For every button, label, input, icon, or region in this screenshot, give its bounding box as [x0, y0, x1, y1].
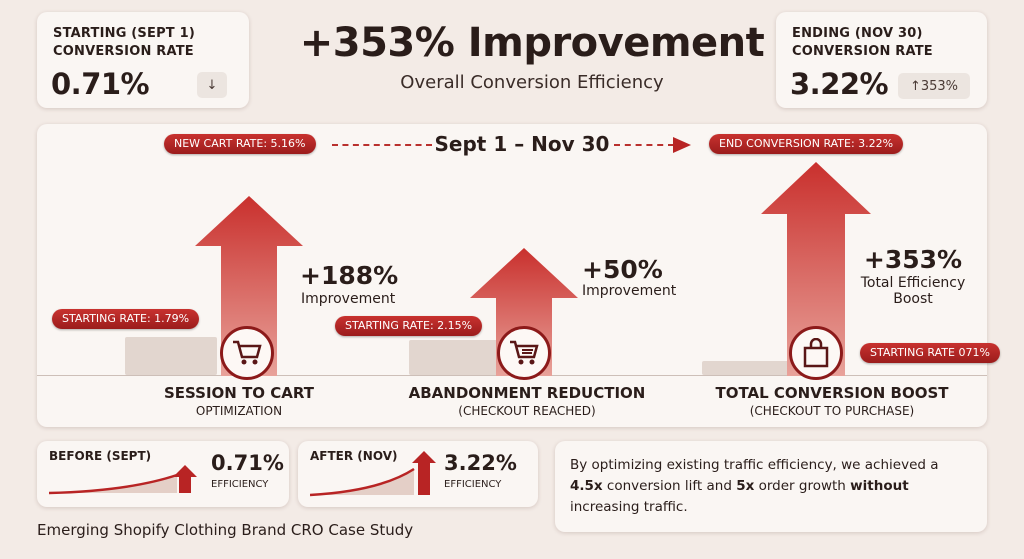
- summary-line3: increasing traffic.: [570, 499, 688, 515]
- after-value: 3.22%: [444, 451, 517, 475]
- before-label: BEFORE (SEPT): [49, 449, 152, 463]
- step3-description-line1: Total Efficiency: [860, 275, 966, 291]
- before-trend-graphic: [49, 465, 197, 495]
- footer-caption: Emerging Shopify Clothing Brand CRO Case…: [37, 521, 414, 539]
- page-title: +353% Improvement: [299, 20, 765, 66]
- step2-title: ABANDONMENT REDUCTION: [408, 384, 646, 402]
- after-trend-graphic: [310, 451, 436, 497]
- summary-mid1: conversion lift and: [602, 478, 737, 494]
- starting-value: 0.71%: [51, 67, 150, 101]
- step1-subtitle: OPTIMIZATION: [195, 404, 283, 418]
- ending-label-line2: CONVERSION RATE: [792, 44, 933, 59]
- summary-mid2: order growth: [754, 478, 851, 494]
- arrow-down-icon: ↓: [197, 72, 227, 98]
- step1-starting-rate-pill: STARTING RATE: 1.79%: [52, 309, 200, 329]
- arrow-up-percent-badge: ↑353%: [898, 73, 970, 99]
- summary-bold-without: without: [850, 478, 909, 494]
- summary-bold-lift: 4.5x: [570, 478, 603, 494]
- ending-value: 3.22%: [790, 67, 889, 101]
- ending-label-line1: ENDING (NOV 30): [792, 26, 923, 41]
- starting-conversion-card: STARTING (SEPT 1) CONVERSION RATE 0.71% …: [37, 12, 249, 108]
- step1-description: Improvement: [301, 291, 396, 307]
- page-subtitle: Overall Conversion Efficiency: [400, 72, 664, 93]
- step2-starting-rate-pill: STARTING RATE: 2.15%: [335, 316, 483, 336]
- summary-card: By optimizing existing traffic efficienc…: [555, 441, 987, 532]
- step1-percent: +188%: [300, 261, 399, 290]
- step1-base-bar: [125, 337, 217, 375]
- step1-growth-arrow: [195, 196, 303, 376]
- step1-title: SESSION TO CART: [163, 384, 315, 402]
- timeline-dash-left: [332, 144, 432, 146]
- shopping-bag-icon: [789, 326, 843, 380]
- step2-base-bar: [409, 340, 501, 375]
- step3-subtitle: (CHECKOUT TO PURCHASE): [749, 404, 915, 418]
- ending-conversion-card: ENDING (NOV 30) CONVERSION RATE 3.22% ↑3…: [776, 12, 987, 108]
- new-cart-rate-pill: NEW CART RATE: 5.16%: [164, 134, 316, 154]
- checkout-cart-icon: [497, 326, 551, 380]
- step3-percent: +353%: [863, 245, 963, 274]
- step2-description: Improvement: [582, 283, 677, 299]
- timeline-range: Sept 1 – Nov 30: [434, 132, 610, 156]
- after-unit: EFFICIENCY: [444, 479, 502, 490]
- before-card: BEFORE (SEPT) 0.71% EFFICIENCY: [37, 441, 289, 507]
- shopping-cart-icon: [220, 326, 274, 380]
- summary-text: By optimizing existing traffic efficienc…: [570, 455, 980, 518]
- after-card: AFTER (NOV) 3.22% EFFICIENCY: [298, 441, 538, 507]
- starting-label-line2: CONVERSION RATE: [53, 44, 194, 59]
- timeline-dash-right: [614, 144, 674, 146]
- summary-line2: 4.5x conversion lift and 5x order growth…: [570, 476, 980, 497]
- end-conversion-rate-pill: END CONVERSION RATE: 3.22%: [709, 134, 904, 154]
- step3-growth-arrow: [761, 162, 871, 376]
- before-unit: EFFICIENCY: [211, 479, 269, 490]
- main-panel: NEW CART RATE: 5.16% Sept 1 – Nov 30 END…: [37, 124, 1000, 427]
- before-value: 0.71%: [211, 451, 284, 475]
- step3-starting-rate-pill: STARTING RATE 071%: [860, 343, 1000, 363]
- step2-percent: +50%: [582, 255, 663, 284]
- step3-base-bar: [702, 361, 794, 375]
- summary-bold-orders: 5x: [736, 478, 755, 494]
- after-label: AFTER (NOV): [310, 449, 398, 463]
- summary-line1: By optimizing existing traffic efficienc…: [570, 457, 939, 473]
- step3-title: TOTAL CONVERSION BOOST: [715, 384, 949, 402]
- starting-label-line1: STARTING (SEPT 1): [53, 26, 195, 41]
- step2-subtitle: (CHECKOUT REACHED): [458, 404, 596, 418]
- step2-growth-arrow: [470, 248, 578, 376]
- timeline-arrow-icon: [673, 137, 691, 153]
- step3-description-line2: Boost: [893, 291, 933, 307]
